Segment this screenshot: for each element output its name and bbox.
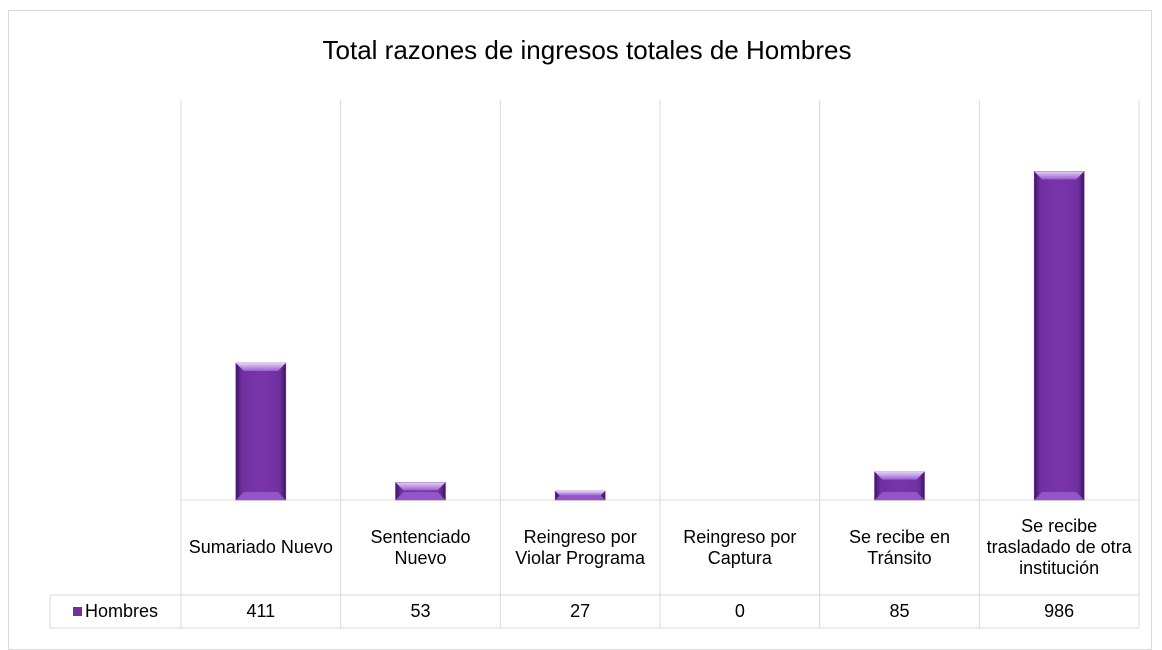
data-table-value: 85 — [889, 601, 910, 621]
legend-label: Hombres — [84, 601, 159, 621]
data-table-value: 53 — [410, 601, 431, 621]
bar-cap — [235, 363, 286, 371]
category-label: Sentenciado Nuevo — [370, 526, 471, 568]
bar-base — [235, 492, 286, 500]
bar-cap — [1034, 171, 1085, 180]
bar-cap — [395, 482, 446, 491]
bar-body — [235, 362, 287, 501]
data-table-value: 27 — [570, 601, 591, 621]
category-label: Se recibe en Tránsito — [848, 526, 951, 568]
category-label: Reingreso por Violar Programa — [515, 526, 646, 568]
bar — [235, 362, 287, 501]
data-table-value: 986 — [1044, 601, 1075, 621]
bar-base — [395, 492, 446, 500]
category-label: Reingreso por Captura — [683, 526, 797, 568]
bar-cap — [555, 491, 606, 496]
data-table-value: 411 — [246, 601, 276, 621]
chart-title: Total razones de ingresos totales de Hom… — [323, 35, 852, 65]
bar-body — [1033, 171, 1085, 501]
bar-base — [874, 492, 925, 500]
bar-base — [555, 495, 606, 500]
category-label: Sumariado Nuevo — [188, 537, 333, 557]
bar — [874, 471, 925, 501]
legend-entry: Hombres — [50, 595, 181, 628]
category-label: Se recibe trasladado de otra institución — [986, 516, 1132, 578]
legend-swatch — [72, 607, 82, 616]
bar-base — [1034, 492, 1085, 500]
bar-cap — [874, 471, 925, 480]
bar — [395, 482, 446, 501]
data-table-value: 0 — [734, 601, 745, 621]
chart: Total razones de ingresos totales de Hom… — [49, 35, 1140, 629]
bar — [554, 490, 606, 501]
bar — [1033, 171, 1085, 501]
